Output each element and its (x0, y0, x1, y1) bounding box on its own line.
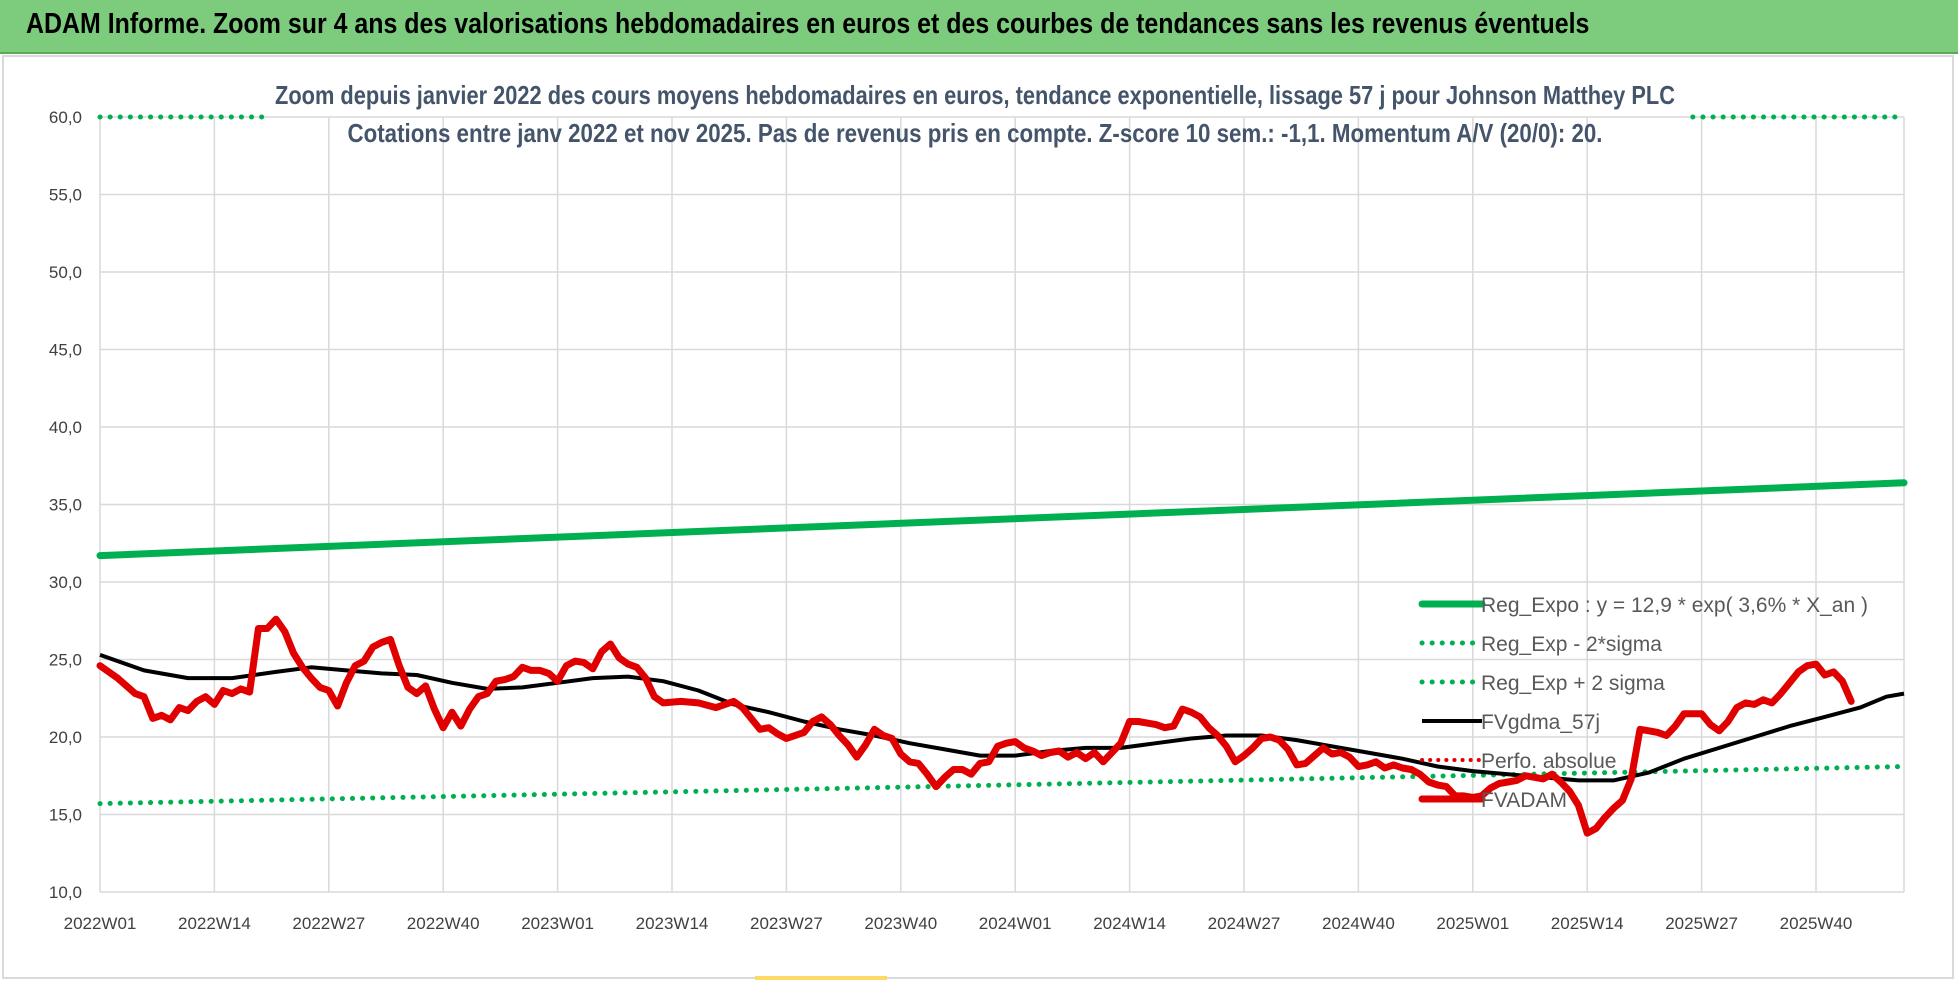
x-tick-label: 2025W01 (1436, 914, 1509, 933)
x-tick-label: 2025W40 (1780, 914, 1853, 933)
legend-label: Reg_Exp - 2*sigma (1481, 633, 1662, 656)
legend-label: Perfo. absolue (1481, 750, 1616, 773)
x-tick-label: 2024W14 (1093, 914, 1166, 933)
x-tick-label: 2023W01 (521, 914, 594, 933)
series-layer (96, 114, 1908, 837)
x-tick-label: 2023W40 (864, 914, 937, 933)
legend-label: FVADAM (1481, 789, 1567, 812)
price-chart: 60,0 55,0 50,0 45,0 40,0 35,0 30,0 25,0 20,0 15,0… (2, 55, 1954, 980)
x-tick-label: 2022W01 (64, 914, 137, 933)
axis-layer: 60,0 55,0 50,0 45,0 40,0 35,0 30,0 25,0 20,0 15,0… (49, 108, 1852, 933)
report-banner: ADAM Informe. Zoom sur 4 ans des valoris… (0, 0, 1958, 54)
y-tick-label: 25,0 (49, 651, 82, 670)
y-tick-label: 40,0 (49, 418, 82, 437)
y-tick-label: 60,0 (49, 108, 82, 127)
legend-label: FVgdma_57j (1481, 711, 1600, 734)
y-tick-label: 45,0 (49, 341, 82, 360)
x-tick-label: 2022W27 (292, 914, 365, 933)
chart-title: Zoom depuis janvier 2022 des cours moyen… (275, 80, 1675, 110)
x-tick-label: 2023W14 (636, 914, 709, 933)
x-tick-label: 2025W14 (1551, 914, 1624, 933)
y-tick-label: 55,0 (49, 186, 82, 205)
chart-legend: Reg_Expo : y = 12,9 * exp( 3,6% * X_an )… (1418, 594, 1868, 812)
series-line-0 (96, 479, 1908, 560)
y-tick-label: 35,0 (49, 496, 82, 515)
series-line-1 (97, 764, 1907, 807)
x-tick-label: 2023W27 (750, 914, 823, 933)
series-line-5 (96, 615, 1855, 837)
y-tick-label: 50,0 (49, 263, 82, 282)
x-tick-label: 2024W27 (1208, 914, 1281, 933)
chart-subtitle: Cotations entre janv 2022 et nov 2025. P… (348, 118, 1603, 148)
y-tick-label: 10,0 (49, 883, 82, 902)
x-tick-label: 2024W01 (979, 914, 1052, 933)
x-tick-label: 2022W40 (407, 914, 480, 933)
y-tick-label: 20,0 (49, 728, 82, 747)
x-tick-label: 2025W27 (1665, 914, 1738, 933)
x-tick-label: 2024W40 (1322, 914, 1395, 933)
report-title: ADAM Informe. Zoom sur 4 ans des valoris… (26, 8, 1590, 40)
legend-label: Reg_Expo : y = 12,9 * exp( 3,6% * X_an ) (1481, 594, 1868, 617)
legend-label: Reg_Exp + 2 sigma (1481, 672, 1665, 695)
x-tick-label: 2022W14 (178, 914, 251, 933)
y-tick-label: 15,0 (49, 806, 82, 825)
bottom-marker (755, 976, 887, 980)
grid-layer (99, 116, 1905, 893)
y-tick-label: 30,0 (49, 573, 82, 592)
